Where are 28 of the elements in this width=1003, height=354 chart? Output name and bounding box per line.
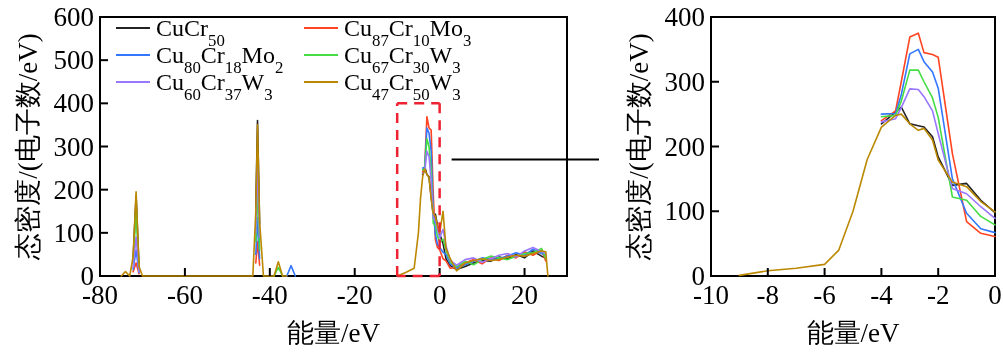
line-series bbox=[880, 88, 996, 220]
y-axis-title: 态密度/(电子数/eV) bbox=[624, 33, 654, 261]
y-tick-label: 100 bbox=[53, 217, 94, 248]
y-tick-label: 400 bbox=[53, 88, 94, 119]
y-tick-label: 100 bbox=[664, 196, 705, 227]
x-axis-title: 能量/eV bbox=[806, 318, 900, 348]
x-tick-label: -4 bbox=[870, 280, 894, 310]
x-tick-label: 20 bbox=[511, 280, 539, 310]
line-series bbox=[880, 106, 996, 214]
x-tick-label: -20 bbox=[336, 280, 373, 310]
y-tick-label: 400 bbox=[664, 2, 705, 32]
y-tick-label: 300 bbox=[664, 66, 705, 97]
x-tick-label: -6 bbox=[813, 280, 836, 310]
x-tick-label: 0 bbox=[988, 280, 1002, 310]
x-tick-label: 0 bbox=[432, 280, 447, 310]
y-tick-label: 200 bbox=[664, 131, 705, 162]
x-tick-label: -8 bbox=[756, 280, 780, 310]
line-series bbox=[880, 69, 996, 226]
y-axis-title: 态密度/(电子数/eV) bbox=[13, 33, 43, 261]
y-tick-label: 500 bbox=[53, 45, 94, 76]
y-tick-label: 200 bbox=[53, 174, 94, 205]
x-tick-label: -2 bbox=[926, 280, 950, 310]
x-axis-title: 能量/eV bbox=[287, 318, 381, 348]
x-tick-label: -60 bbox=[166, 280, 203, 310]
y-tick-label: 600 bbox=[53, 2, 94, 32]
y-tick-label: 300 bbox=[53, 131, 94, 162]
x-tick-label: -40 bbox=[251, 280, 288, 310]
line-series bbox=[738, 113, 996, 277]
